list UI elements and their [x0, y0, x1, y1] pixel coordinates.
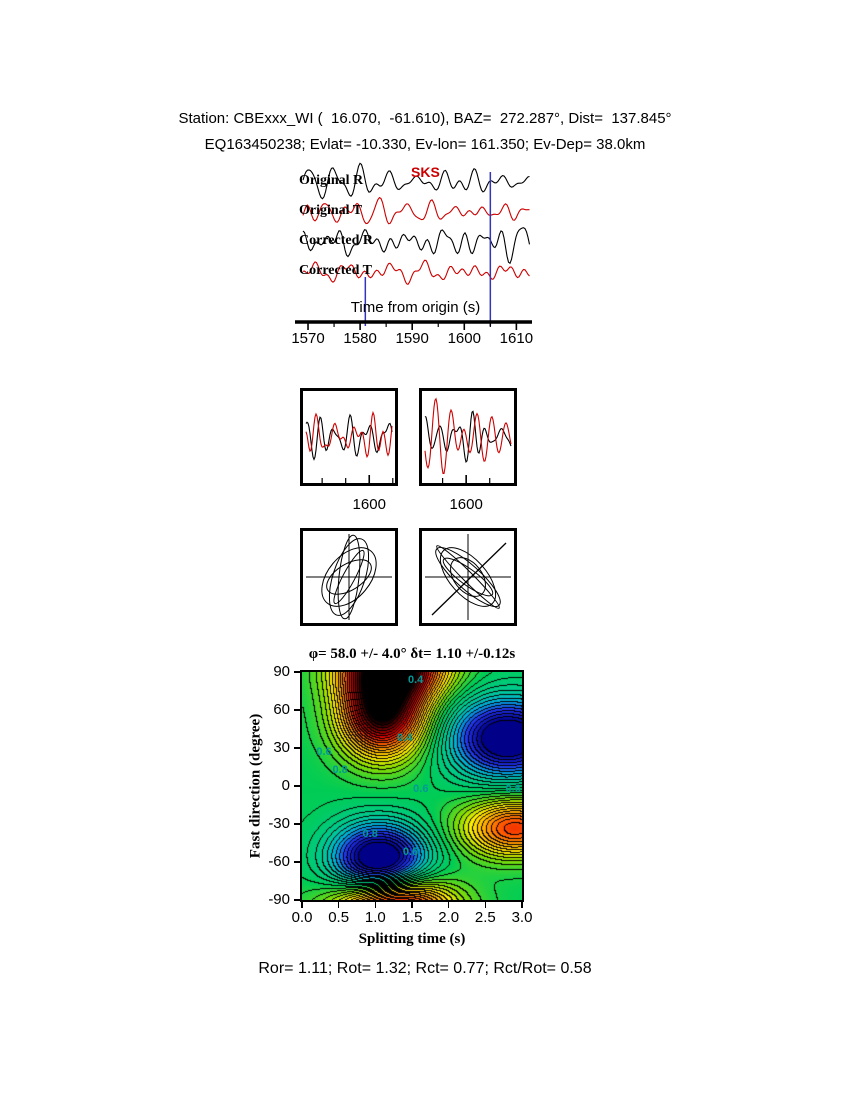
contour-level-label: 0.8: [332, 763, 348, 776]
y-axis-tick: [294, 823, 300, 825]
fast-direction-tick-label: -60: [268, 853, 290, 870]
fast-direction-tick-label: 60: [273, 701, 290, 718]
error-surface-plot: ★ 0.4 0.4 0.6 0.8 0.6 0.6 0.6 0.8: [300, 670, 524, 902]
trace-label-original-t: Original T: [299, 203, 363, 218]
fast-direction-tick-label: -30: [268, 815, 290, 832]
trace-label-corrected-t: Corrected T: [299, 263, 372, 278]
window-waveform-left-svg: [305, 410, 394, 483]
x-axis-tick: [301, 902, 303, 908]
particle-motion-box-right: [419, 528, 517, 626]
splitting-time-tick-label: 2.5: [474, 909, 496, 926]
sks-phase-label: SKS: [411, 164, 440, 180]
fast-direction-tick-label: 0: [281, 777, 290, 794]
x-axis-tick: [374, 902, 377, 908]
quality-stats-line: Ror= 1.11; Rot= 1.32; Rct= 0.77; Rct/Rot…: [258, 960, 592, 977]
contour-level-label: 0.6: [402, 845, 419, 858]
contour-level-label: 0.4: [408, 673, 424, 686]
event-info-line: EQ163450238; Evlat= -10.330, Ev-lon= 161…: [204, 136, 646, 153]
x-axis-tick: [411, 902, 413, 908]
x-axis-tick: [484, 902, 487, 908]
splitting-time-tick-label: 2.0: [438, 909, 460, 926]
y-axis-tick: [294, 747, 300, 749]
contour-level-label: 0.6: [505, 782, 521, 795]
seismogram-panel: Original R Original T Corrected R Correc…: [291, 160, 538, 360]
trace-label-corrected-r: Corrected R: [299, 233, 373, 248]
splitting-time-tick-label: 1.5: [401, 909, 423, 926]
splitting-result-title: φ= 58.0 +/- 4.0° δt= 1.10 +/-0.12s: [308, 646, 516, 662]
contour-level-label: 0.4: [397, 731, 413, 744]
splitting-time-tick-label: 0.0: [291, 909, 313, 926]
station-info-line: Station: CBExxx_WI ( 16.070, -61.610), B…: [178, 110, 672, 127]
contour-level-label: 0.6: [316, 745, 332, 758]
window-waveform-right-svg: [424, 397, 512, 483]
y-axis-tick: [294, 785, 300, 787]
y-axis-tick: [294, 709, 300, 711]
splitting-time-axis-label: Splitting time (s): [358, 931, 466, 947]
x-axis-tick: [521, 902, 523, 908]
splitting-time-tick-label: 0.5: [328, 909, 350, 926]
contour-level-label: 0.6: [413, 782, 429, 795]
particle-motion-left-svg: [306, 534, 392, 620]
x-axis-tick: [447, 902, 450, 908]
time-tick-label: 1570: [291, 330, 325, 347]
fast-direction-tick-label: 90: [273, 663, 290, 680]
fast-direction-tick-label: 30: [273, 739, 290, 756]
time-tick-label: 1610: [499, 330, 534, 347]
y-axis-tick: [294, 861, 300, 863]
y-axis-tick: [294, 671, 300, 673]
trace-label-original-r: Original R: [299, 173, 364, 188]
time-tick-label: 1590: [395, 330, 429, 347]
particle-motion-right-svg: [425, 534, 511, 620]
splitting-time-tick-label: 1.0: [364, 909, 386, 926]
fast-direction-tick-label: -90: [268, 891, 290, 908]
time-axis-label: Time from origin (s): [350, 299, 481, 316]
window-left-tick-label: 1600: [352, 496, 386, 513]
time-tick-label: 1600: [447, 330, 481, 347]
window-waveform-box-left: [300, 388, 398, 486]
y-axis-tick: [294, 899, 300, 901]
time-tick-label: 1580: [343, 330, 377, 347]
contour-level-label: 0.8: [362, 828, 378, 841]
error-surface-canvas: [302, 672, 522, 900]
window-right-tick-label: 1600: [449, 496, 483, 513]
window-waveform-box-right: [419, 388, 517, 486]
x-axis-tick: [337, 902, 340, 908]
splitting-time-tick-label: 3.0: [511, 909, 533, 926]
particle-motion-box-left: [300, 528, 398, 626]
seismogram-traces-svg: [295, 162, 532, 330]
best-solution-star: ★: [373, 700, 392, 723]
